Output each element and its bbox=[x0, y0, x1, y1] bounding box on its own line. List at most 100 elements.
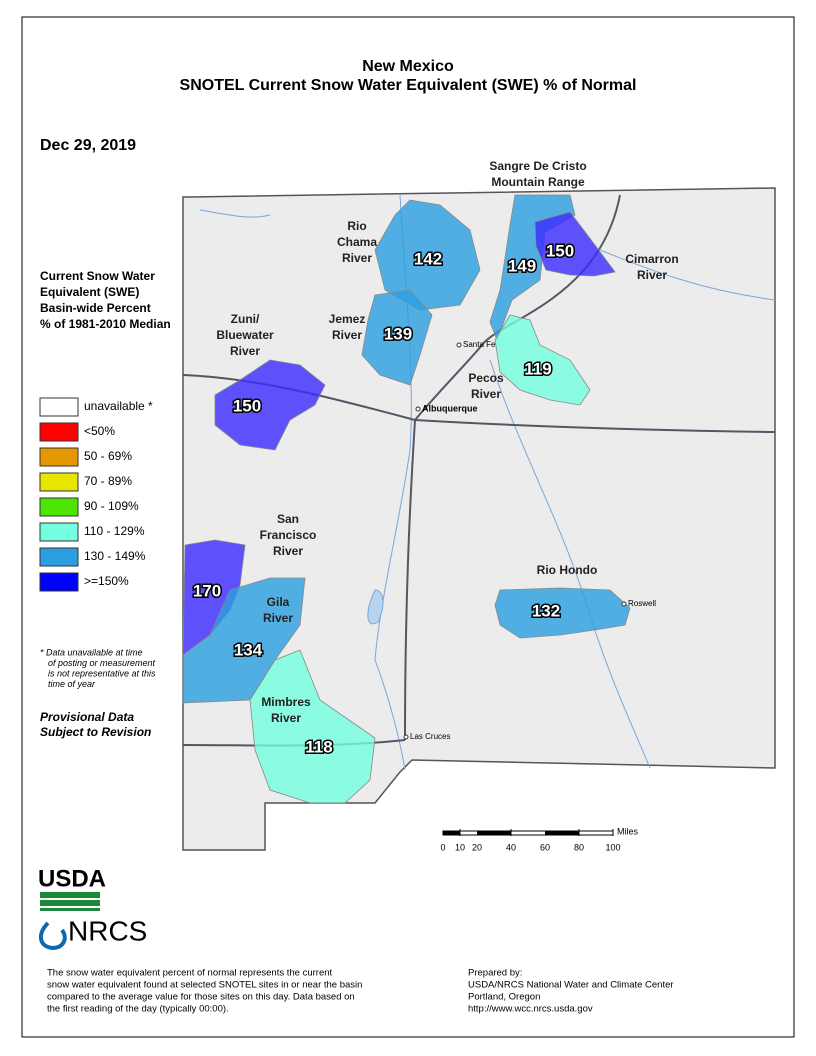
city-marker bbox=[456, 342, 462, 348]
legend-label: 50 - 69% bbox=[84, 449, 132, 463]
basin-value: 150 bbox=[233, 396, 261, 415]
nrcs-logo bbox=[39, 921, 67, 951]
basin-value: 149 bbox=[508, 256, 536, 275]
city-name: Albuquerque bbox=[422, 403, 478, 413]
basin-name: River bbox=[271, 711, 301, 725]
legend-title: Basin-wide Percent bbox=[40, 301, 151, 315]
legend-label: <50% bbox=[84, 424, 115, 438]
basin-name: Gila bbox=[267, 595, 290, 609]
city-name: Roswell bbox=[628, 599, 656, 608]
basin-name: River bbox=[637, 268, 667, 282]
basin-value: 119 bbox=[524, 359, 551, 378]
scale-label: 60 bbox=[540, 842, 550, 852]
basin-name: San bbox=[277, 512, 299, 526]
provisional-note: Provisional Data bbox=[40, 710, 134, 724]
basin bbox=[494, 314, 591, 406]
description: the first reading of the day (typically … bbox=[47, 1004, 229, 1015]
legend-label: 90 - 109% bbox=[84, 499, 139, 513]
logo-bar bbox=[40, 900, 100, 906]
usda-logo bbox=[40, 892, 100, 911]
basin bbox=[361, 289, 433, 386]
prepared-by: USDA/NRCS National Water and Climate Cen… bbox=[468, 980, 674, 991]
basin-name: Pecos bbox=[468, 371, 504, 385]
logo-swirl bbox=[39, 921, 67, 951]
nrcs-wordmark: NRCS bbox=[68, 915, 147, 946]
legend-swatch bbox=[39, 447, 79, 467]
legend-swatch bbox=[39, 397, 79, 417]
legend-label: unavailable * bbox=[84, 399, 153, 413]
scale-segment bbox=[443, 831, 460, 835]
footnote: * Data unavailable at time bbox=[40, 647, 143, 657]
map-title: New Mexico bbox=[362, 58, 454, 75]
legend-swatch bbox=[39, 522, 79, 542]
scale-segment bbox=[477, 831, 511, 835]
basin-name: River bbox=[332, 328, 362, 342]
logo-bar bbox=[40, 892, 100, 898]
basin-name: Mountain Range bbox=[491, 175, 585, 189]
scale-label: 40 bbox=[506, 842, 516, 852]
basin bbox=[534, 211, 616, 277]
city-marker bbox=[403, 734, 409, 740]
legend-label: 110 - 129% bbox=[84, 524, 145, 538]
basin-name: River bbox=[342, 251, 372, 265]
city-name: Santa Fe bbox=[463, 340, 496, 349]
state-outline bbox=[182, 187, 776, 851]
footnote: of posting or measurement bbox=[48, 658, 156, 668]
basin-value: 142 bbox=[414, 249, 442, 268]
legend-label: >=150% bbox=[84, 574, 129, 588]
basin-value: 134 bbox=[234, 640, 263, 659]
basin-name: River bbox=[273, 544, 303, 558]
prepared-by: http://www.wcc.nrcs.usda.gov bbox=[468, 1004, 593, 1015]
basin-name: Cimarron bbox=[625, 252, 678, 266]
footnote: is not representative at this bbox=[48, 668, 156, 678]
san-juan bbox=[199, 209, 271, 218]
prepared-by: Portland, Oregon bbox=[468, 992, 540, 1003]
basin-name: Chama bbox=[337, 235, 377, 249]
basin-value: 118 bbox=[305, 737, 332, 756]
basin-name: River bbox=[230, 344, 260, 358]
city-name: Las Cruces bbox=[410, 732, 450, 741]
prepared-by: Prepared by: bbox=[468, 968, 522, 979]
description: snow water equivalent found at selected … bbox=[47, 980, 362, 991]
legend-title: % of 1981-2010 Median bbox=[40, 317, 171, 331]
provisional-note: Subject to Revision bbox=[40, 725, 151, 739]
basin-name: Mimbres bbox=[261, 695, 311, 709]
basin bbox=[249, 649, 376, 804]
basin-name: Rio Hondo bbox=[537, 563, 598, 577]
scale-unit: Miles bbox=[617, 826, 639, 836]
basin-name: Jemez bbox=[329, 312, 366, 326]
legend-title: Current Snow Water bbox=[40, 269, 155, 283]
map-date: Dec 29, 2019 bbox=[40, 137, 136, 154]
basin bbox=[374, 199, 481, 311]
map-title: SNOTEL Current Snow Water Equivalent (SW… bbox=[180, 77, 637, 94]
basin-value: 132 bbox=[532, 601, 560, 620]
basin-name: Bluewater bbox=[216, 328, 274, 342]
city-marker bbox=[415, 406, 421, 412]
reservoir bbox=[367, 589, 384, 625]
basins bbox=[182, 194, 631, 804]
scale-bar bbox=[442, 830, 614, 836]
basin bbox=[494, 587, 631, 639]
basin-value: 139 bbox=[384, 324, 412, 343]
legend-label: 130 - 149% bbox=[84, 549, 146, 563]
basin-name: Zuni/ bbox=[231, 312, 260, 326]
page-border bbox=[21, 16, 795, 1038]
basin-name: Rio bbox=[347, 219, 366, 233]
basin bbox=[489, 194, 576, 342]
i-25-south bbox=[404, 419, 416, 741]
usda-wordmark: USDA bbox=[38, 865, 106, 892]
legend-title: Equivalent (SWE) bbox=[40, 285, 139, 299]
basin-name: Francisco bbox=[260, 528, 317, 542]
basin-value: 170 bbox=[193, 581, 221, 600]
legend-swatch bbox=[39, 497, 79, 517]
basin-name: Sangre De Cristo bbox=[489, 159, 586, 173]
legend-swatch bbox=[39, 472, 79, 492]
scale-segment bbox=[545, 831, 579, 835]
basin-name: River bbox=[263, 611, 293, 625]
basin bbox=[214, 359, 326, 451]
scale-label: 20 bbox=[472, 842, 482, 852]
scale-label: 80 bbox=[574, 842, 584, 852]
legend-swatch bbox=[39, 422, 79, 442]
legend-label: 70 - 89% bbox=[84, 474, 132, 488]
city-marker bbox=[621, 601, 627, 607]
